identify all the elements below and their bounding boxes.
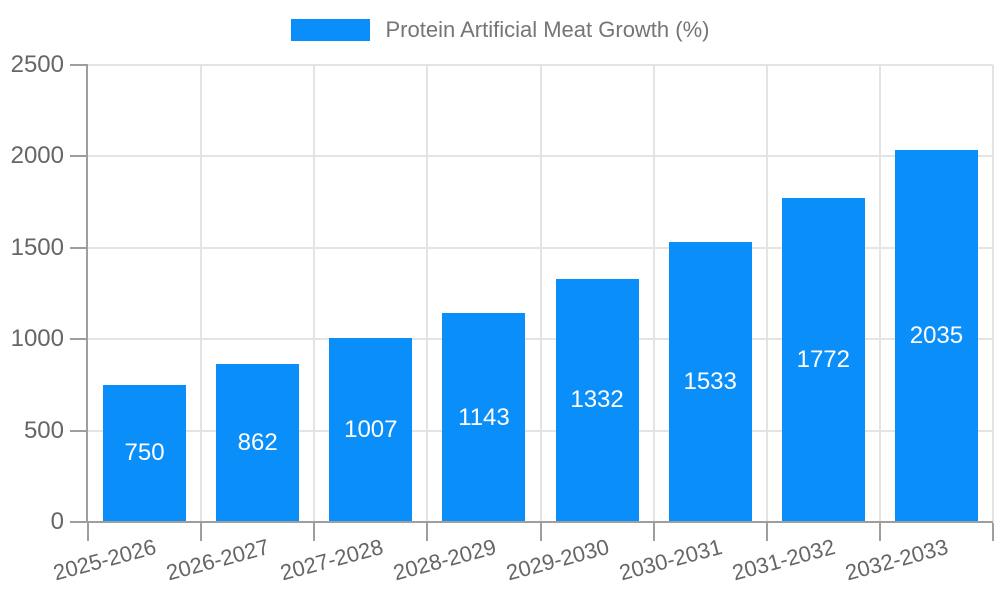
x-axis-tick xyxy=(200,523,203,541)
gridline-vertical xyxy=(313,65,316,522)
x-axis-line xyxy=(86,521,993,523)
y-tick-label: 1000 xyxy=(10,325,64,353)
x-tick-label: 2027-2028 xyxy=(277,534,386,586)
x-axis-tick xyxy=(539,523,542,541)
y-tick-label: 500 xyxy=(23,416,64,444)
x-axis-tick xyxy=(992,523,994,541)
x-axis-tick xyxy=(652,523,655,541)
x-axis-tick xyxy=(87,523,89,541)
y-axis-tick xyxy=(70,429,88,432)
gridline-vertical xyxy=(200,65,203,522)
bar[interactable]: 1772 xyxy=(781,198,865,522)
bar[interactable]: 2035 xyxy=(894,150,978,522)
y-axis-tick xyxy=(70,521,88,523)
y-axis-tick xyxy=(70,155,88,158)
y-tick-label: 0 xyxy=(50,508,64,535)
x-tick-label: 2025-2026 xyxy=(50,534,160,586)
y-axis-tick xyxy=(70,64,88,66)
bar[interactable]: 1533 xyxy=(668,241,752,522)
legend-label: Protein Artificial Meat Growth (%) xyxy=(385,17,710,42)
bar[interactable]: 1007 xyxy=(329,337,413,522)
bar-value-label: 750 xyxy=(124,439,165,467)
x-axis-tick xyxy=(878,523,881,541)
gridline-vertical xyxy=(878,65,881,522)
bar-value-label: 862 xyxy=(237,429,278,457)
y-axis-tick xyxy=(70,246,88,249)
gridline-vertical xyxy=(992,65,994,522)
x-tick-label: 2031-2032 xyxy=(729,534,838,586)
bar-value-label: 1332 xyxy=(570,386,624,414)
bar[interactable]: 862 xyxy=(216,364,300,522)
x-tick-label: 2028-2029 xyxy=(390,534,499,586)
x-tick-label: 2030-2031 xyxy=(616,534,725,586)
x-axis-tick xyxy=(313,523,316,541)
x-tick-label: 2026-2027 xyxy=(164,534,273,586)
gridline-vertical xyxy=(652,65,655,522)
y-axis-tick xyxy=(70,338,88,341)
x-axis-tick xyxy=(765,523,768,541)
bar-value-label: 1533 xyxy=(683,367,737,395)
y-tick-label: 2000 xyxy=(10,142,64,170)
gridline-vertical xyxy=(539,65,542,522)
bar[interactable]: 750 xyxy=(103,384,187,522)
x-tick-label: 2029-2030 xyxy=(503,534,612,586)
y-axis-line xyxy=(86,65,88,523)
bar-value-label: 1143 xyxy=(458,403,510,431)
y-tick-label: 1500 xyxy=(10,233,64,261)
bar-value-label: 1007 xyxy=(344,415,398,443)
bar[interactable]: 1143 xyxy=(442,313,526,522)
bar-value-label: 1772 xyxy=(796,346,850,374)
bar[interactable]: 1332 xyxy=(555,278,639,522)
y-tick-label: 2500 xyxy=(10,51,64,78)
bar-value-label: 2035 xyxy=(909,321,964,349)
gridline-vertical xyxy=(426,65,429,522)
x-axis-tick xyxy=(426,523,429,541)
legend-swatch xyxy=(290,19,370,41)
x-tick-label: 2032-2033 xyxy=(842,534,951,586)
legend[interactable]: Protein Artificial Meat Growth (%) xyxy=(0,17,1000,43)
gridline-vertical xyxy=(765,65,768,522)
